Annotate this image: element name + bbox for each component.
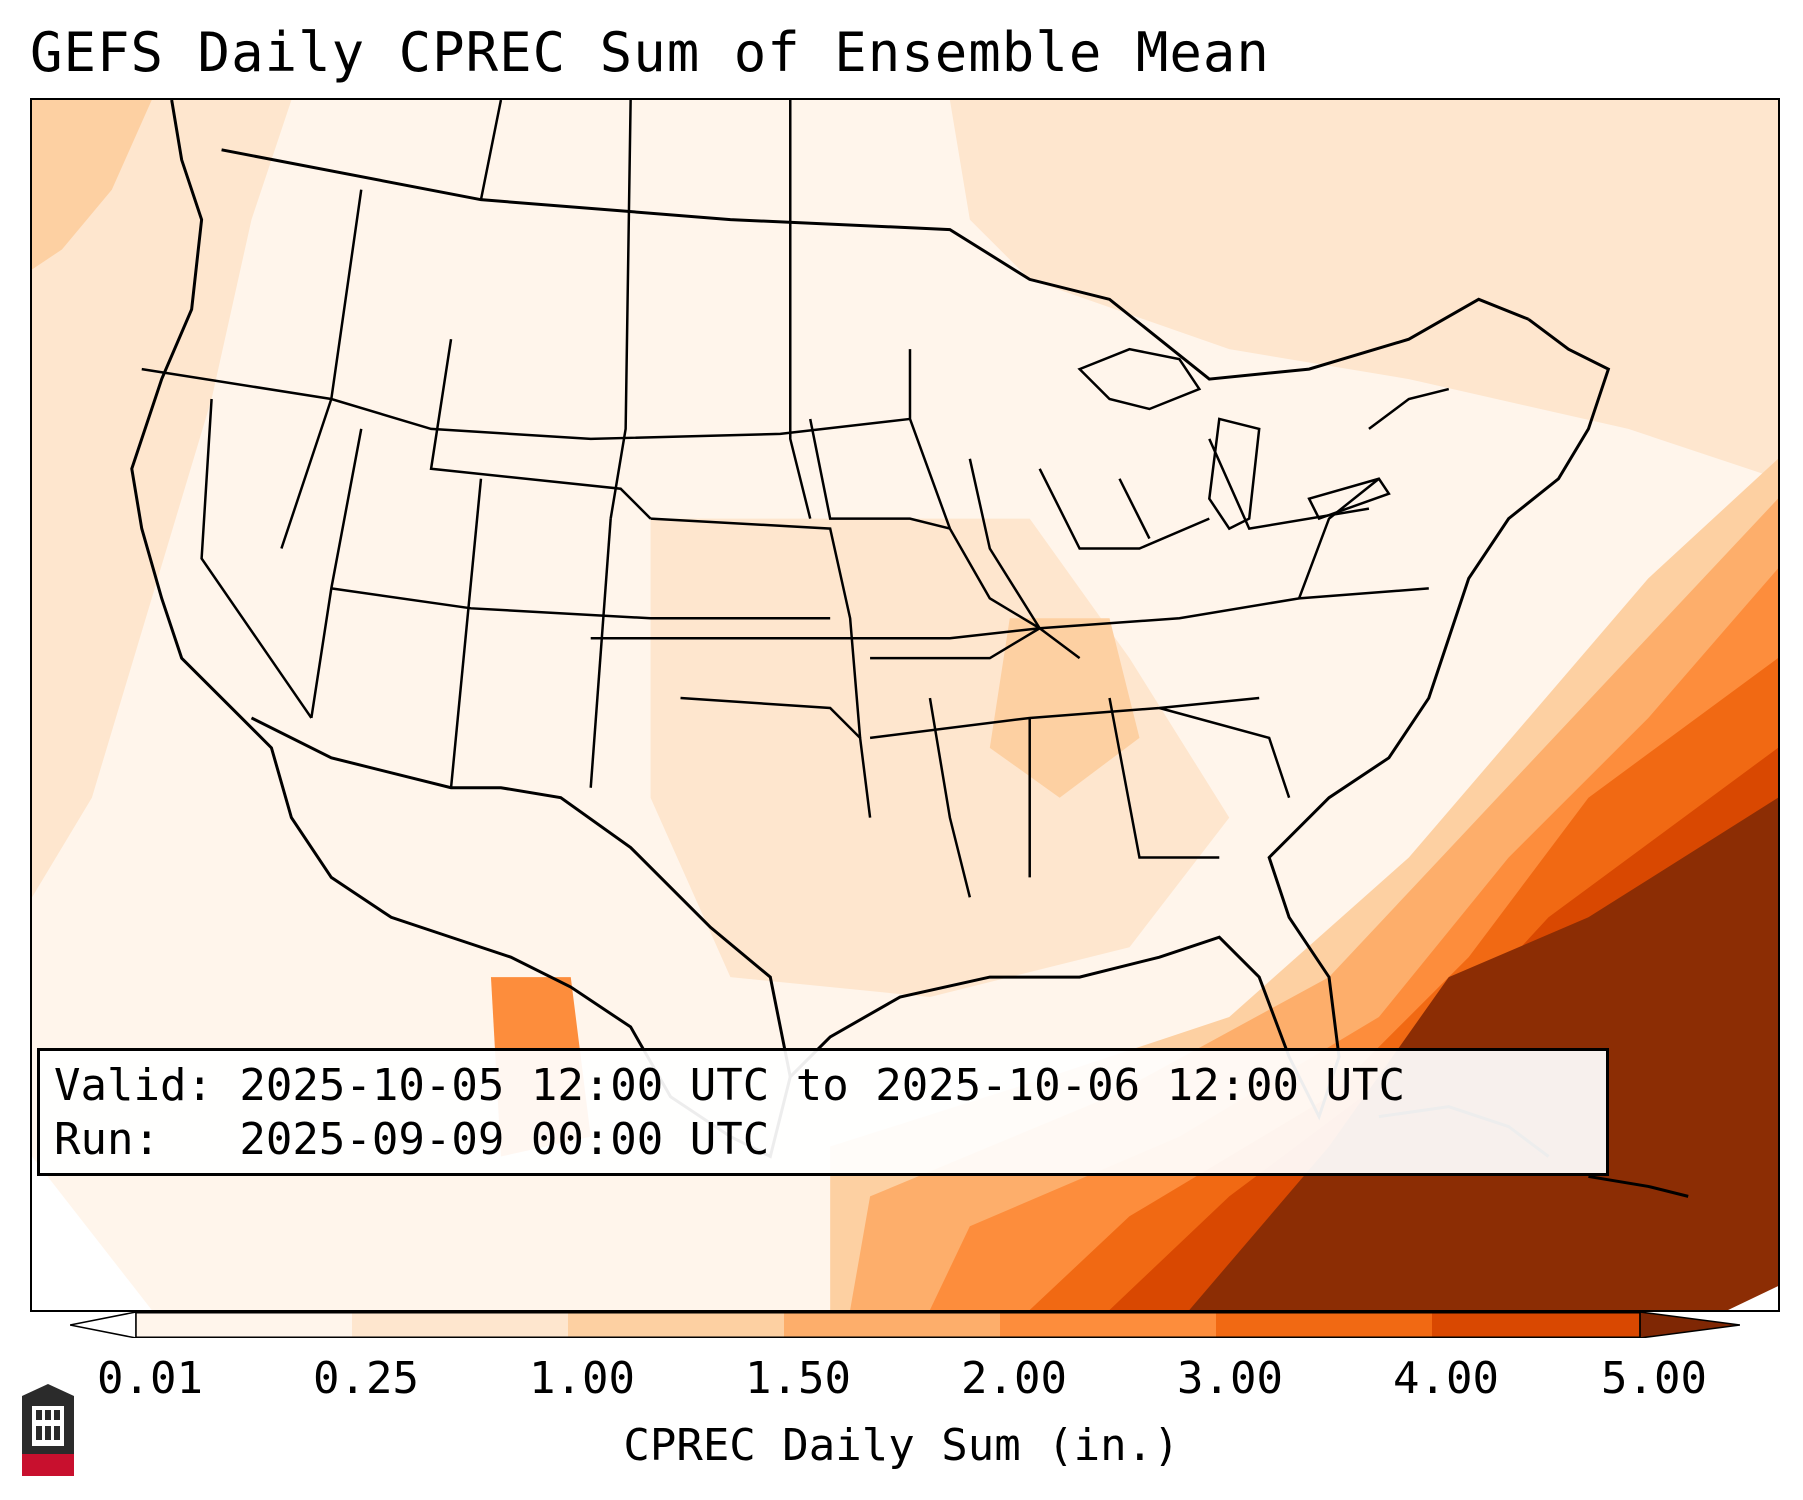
colorbar-bin-6 bbox=[1432, 1312, 1640, 1338]
state-line-27 bbox=[1159, 706, 1291, 799]
state-line-8 bbox=[429, 339, 652, 520]
run-time-text: Run: 2025-09-09 00:00 UTC bbox=[54, 1114, 770, 1165]
lake-erie bbox=[1307, 477, 1391, 521]
map-title: GEFS Daily CPREC Sum of Ensemble Mean bbox=[30, 21, 1270, 84]
field-pacific-light bbox=[32, 100, 292, 898]
us-mexico-border bbox=[250, 716, 792, 1078]
colorbar-bin-4 bbox=[1000, 1312, 1216, 1338]
state-line-5 bbox=[789, 100, 812, 519]
state-line-17 bbox=[968, 458, 1081, 660]
colorbar-tick-label: 4.00 bbox=[1393, 1353, 1499, 1404]
colorbar-bin-5 bbox=[1216, 1312, 1432, 1338]
state-line-29 bbox=[1368, 387, 1450, 430]
state-line-1 bbox=[141, 367, 911, 441]
state-line-14 bbox=[680, 696, 872, 818]
colorbar-outline bbox=[135, 1312, 1641, 1338]
colorbar-tick-label: 2.00 bbox=[961, 1353, 1067, 1404]
state-line-19 bbox=[1118, 478, 1151, 540]
colorbar-bin-1 bbox=[352, 1312, 568, 1338]
state-line-21 bbox=[1039, 587, 1429, 630]
lake-michigan bbox=[1208, 417, 1261, 531]
map-outside-se bbox=[1728, 1286, 1778, 1310]
state-line-16 bbox=[908, 349, 1041, 630]
colorbar-under-arrow bbox=[70, 1312, 137, 1338]
state-line-12 bbox=[650, 517, 862, 738]
state-line-6 bbox=[200, 398, 313, 719]
state-boundaries bbox=[141, 100, 1450, 898]
colorbar-tick-label: 1.00 bbox=[529, 1353, 635, 1404]
field-canada bbox=[949, 100, 1778, 479]
colorbar-tick-label: 5.00 bbox=[1601, 1353, 1707, 1404]
colorbar-bin-2 bbox=[568, 1312, 784, 1338]
niu-logo bbox=[22, 1384, 74, 1476]
state-line-13 bbox=[590, 627, 1040, 640]
colorbar-bin-3 bbox=[784, 1312, 1000, 1338]
state-line-15 bbox=[808, 418, 951, 530]
state-line-9 bbox=[331, 587, 831, 620]
colorbar-over-arrow bbox=[1639, 1312, 1740, 1338]
state-line-22 bbox=[870, 627, 1041, 660]
field-arkansas-high bbox=[989, 618, 1140, 798]
hispaniola-outline bbox=[1588, 1174, 1689, 1198]
lake-superior bbox=[1077, 347, 1202, 411]
valid-time-text: Valid: 2025-10-05 12:00 UTC to 2025-10-0… bbox=[54, 1060, 1406, 1111]
state-line-28 bbox=[1297, 477, 1380, 599]
state-line-18 bbox=[1038, 468, 1210, 550]
colorbar-tick-label: 0.25 bbox=[313, 1353, 419, 1404]
state-line-11 bbox=[589, 518, 612, 788]
state-line-26 bbox=[1108, 697, 1220, 859]
colorbar-bin-0 bbox=[136, 1312, 352, 1338]
us-coastline bbox=[130, 100, 1611, 1159]
state-line-2 bbox=[280, 189, 363, 549]
colorbar-tick-label: 0.01 bbox=[97, 1353, 203, 1404]
valid-run-info-box: Valid: 2025-10-05 12:00 UTC to 2025-10-0… bbox=[37, 1048, 1609, 1176]
us-canada-border bbox=[221, 148, 1530, 381]
map-outside-sw bbox=[32, 1156, 152, 1310]
colorbar-label: CPREC Daily Sum (in.) bbox=[623, 1420, 1180, 1471]
field-pacific-nw bbox=[32, 100, 152, 270]
state-line-24 bbox=[928, 697, 972, 898]
colorbar-tick-label: 1.50 bbox=[745, 1353, 851, 1404]
state-line-10 bbox=[449, 478, 483, 788]
state-line-23 bbox=[869, 696, 1260, 740]
colorbar bbox=[70, 1312, 1740, 1338]
colorbar-tick-label: 3.00 bbox=[1177, 1353, 1283, 1404]
state-line-3 bbox=[479, 100, 503, 200]
